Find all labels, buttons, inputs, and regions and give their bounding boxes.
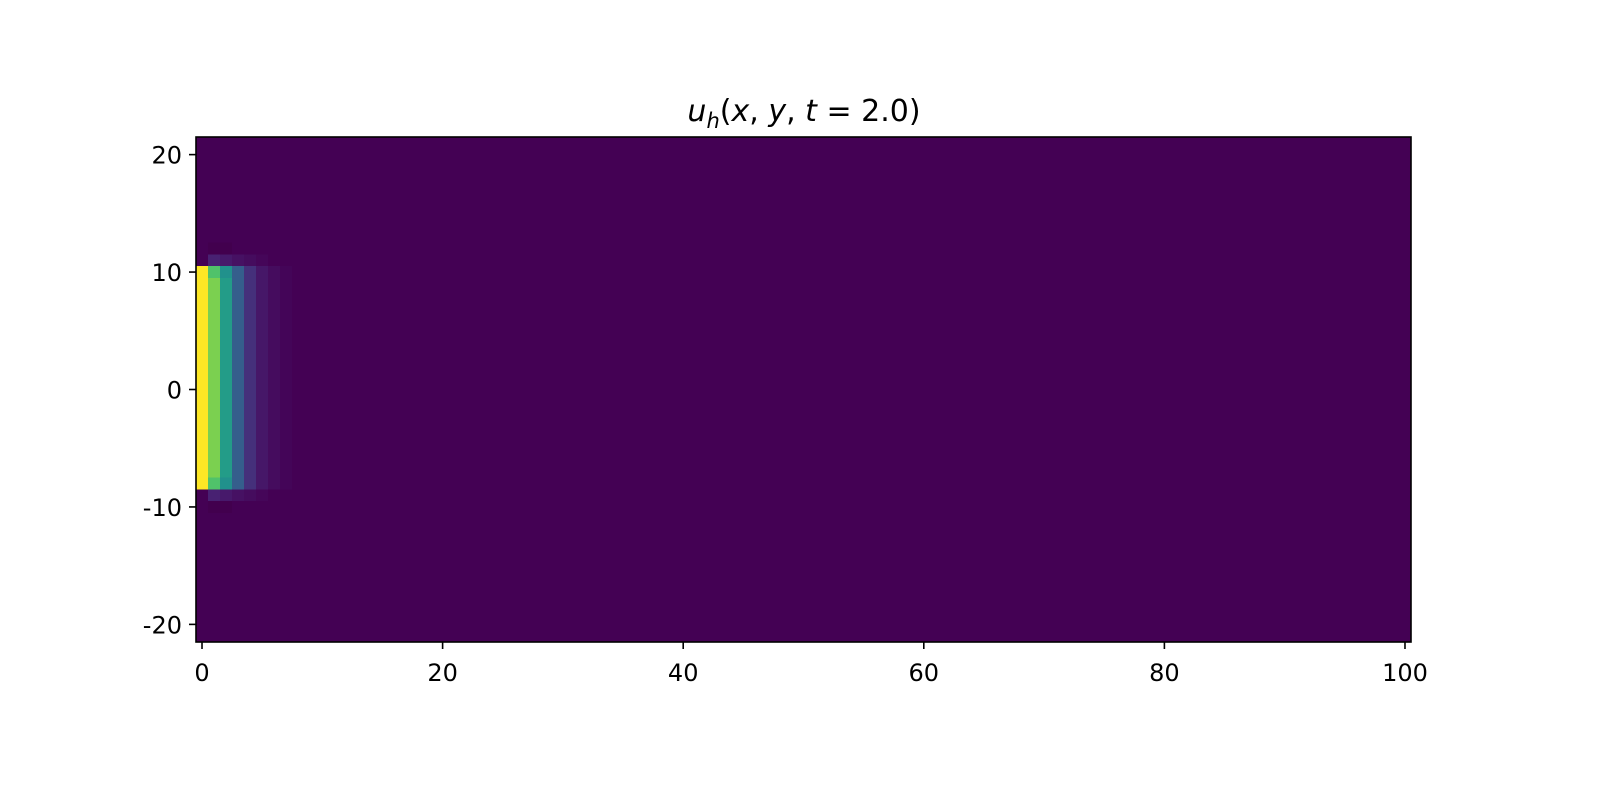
x-tick-label: 20 bbox=[427, 659, 458, 687]
title-y: y bbox=[767, 94, 787, 129]
heatmap-cell bbox=[196, 266, 209, 490]
heatmap-background bbox=[196, 137, 1411, 642]
heatmap-cell bbox=[208, 501, 221, 513]
plot-area bbox=[195, 136, 1412, 643]
title-t-value: 2.0 bbox=[861, 94, 909, 129]
heatmap-cell bbox=[232, 266, 245, 490]
x-tick-label: 40 bbox=[668, 659, 699, 687]
heatmap-cell bbox=[232, 489, 245, 502]
heatmap-cell bbox=[208, 266, 221, 278]
heatmap-cell bbox=[208, 277, 221, 478]
heatmap-cell bbox=[208, 489, 221, 502]
heatmap-cell bbox=[256, 489, 269, 502]
x-tick-label: 80 bbox=[1149, 659, 1180, 687]
title-u: u bbox=[687, 94, 706, 129]
heatmap-cell bbox=[208, 242, 221, 255]
x-tick-label: 0 bbox=[194, 659, 209, 687]
y-tick-label: 10 bbox=[151, 259, 182, 287]
heatmap-cell bbox=[208, 254, 221, 267]
heatmap-cells bbox=[196, 242, 293, 513]
title-t: t bbox=[805, 94, 818, 129]
y-tick-label: -10 bbox=[143, 494, 182, 522]
heatmap-cell bbox=[220, 489, 233, 502]
title-close-paren: ) bbox=[909, 94, 921, 129]
heatmap-cell bbox=[268, 266, 281, 490]
heatmap-cell bbox=[208, 477, 221, 490]
title-sep-1: , bbox=[749, 94, 768, 129]
title-open-paren: ( bbox=[720, 94, 732, 129]
heatmap-cell bbox=[232, 254, 245, 267]
heatmap-cell bbox=[244, 266, 257, 490]
y-axis: 20 10 0 -10 -20 bbox=[143, 142, 196, 639]
heatmap-cell bbox=[220, 477, 233, 490]
heatmap-cell bbox=[244, 489, 257, 502]
heatmap-cell bbox=[256, 266, 269, 490]
x-axis: 0 20 40 60 80 100 bbox=[194, 642, 1428, 687]
heatmap-cell bbox=[280, 266, 293, 490]
heatmap-cell bbox=[220, 242, 233, 255]
y-tick-label: 20 bbox=[151, 142, 182, 170]
heatmap-cell bbox=[220, 266, 233, 278]
heatmap-cell bbox=[220, 277, 233, 478]
heatmap-cell bbox=[220, 501, 233, 513]
x-tick-label: 100 bbox=[1382, 659, 1428, 687]
heatmap-cell bbox=[244, 254, 257, 267]
y-tick-label: 0 bbox=[167, 377, 182, 405]
title-subscript: h bbox=[706, 109, 719, 133]
y-tick-label: -20 bbox=[143, 611, 182, 639]
chart-title: uh(x, y, t = 2.0) bbox=[687, 94, 920, 133]
title-x: x bbox=[730, 94, 749, 129]
title-equals: = bbox=[817, 94, 861, 129]
heatmap-cell bbox=[256, 254, 269, 267]
heatmap-cell bbox=[220, 254, 233, 267]
x-tick-label: 60 bbox=[909, 659, 940, 687]
title-sep-2: , bbox=[786, 94, 805, 129]
